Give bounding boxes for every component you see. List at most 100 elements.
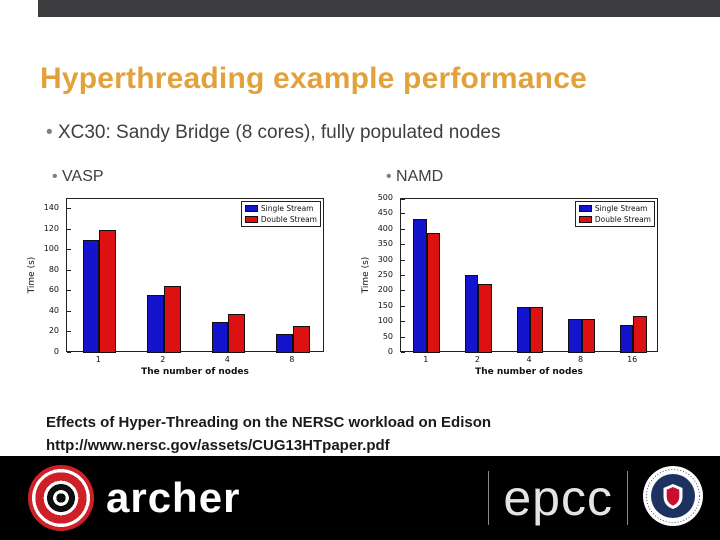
y-tick-mark bbox=[401, 290, 405, 292]
vasp-chart: Single Stream Double Stream 0 20 40 60 80 100 12… bbox=[26, 190, 332, 386]
y-tick-label: 120 bbox=[43, 223, 59, 233]
single-stream-bar bbox=[413, 219, 427, 353]
legend-swatch bbox=[244, 205, 258, 212]
legend-swatch bbox=[578, 205, 592, 212]
footer-bar: archer epcc bbox=[0, 456, 720, 540]
double-stream-bar bbox=[633, 316, 647, 353]
bullet-marker bbox=[386, 168, 396, 185]
y-tick-mark bbox=[401, 321, 405, 323]
y-tick-mark bbox=[67, 228, 71, 230]
x-tick-label: 1 bbox=[95, 355, 101, 364]
y-tick-mark bbox=[67, 269, 71, 271]
y-tick-mark bbox=[67, 290, 71, 292]
legend-label: Double Stream bbox=[594, 215, 651, 224]
single-stream-bar bbox=[465, 274, 479, 353]
double-stream-bar bbox=[478, 283, 492, 353]
y-tick-label: 250 bbox=[377, 270, 393, 279]
divider-line bbox=[488, 471, 490, 525]
single-stream-bar bbox=[276, 333, 293, 353]
x-axis-label: The number of nodes bbox=[141, 367, 249, 377]
y-tick-mark bbox=[67, 208, 71, 210]
legend-swatch bbox=[244, 216, 258, 223]
double-stream-bar bbox=[426, 232, 441, 353]
x-tick-label: 4 bbox=[526, 355, 532, 364]
double-stream-bar bbox=[581, 318, 595, 353]
double-stream-bar bbox=[163, 286, 181, 353]
bullet-namd: NAMD bbox=[386, 168, 443, 186]
legend-swatch bbox=[578, 216, 592, 223]
bullet-marker bbox=[46, 122, 58, 143]
archer-target-icon bbox=[28, 465, 94, 531]
caption-line-2: http://www.nersc.gov/assets/CUG13HTpaper… bbox=[46, 437, 390, 454]
y-tick-label: 0 bbox=[53, 347, 59, 356]
legend-row: Double Stream bbox=[578, 215, 651, 224]
single-stream-bar bbox=[619, 325, 634, 353]
y-tick-label: 80 bbox=[48, 264, 59, 274]
y-tick-mark bbox=[401, 336, 405, 338]
y-tick-label: 20 bbox=[48, 326, 59, 336]
single-stream-bar bbox=[211, 322, 229, 353]
double-stream-bar bbox=[292, 326, 310, 353]
bullet-vasp: VASP bbox=[52, 168, 104, 186]
single-stream-bar bbox=[147, 294, 164, 353]
legend-label: Single Stream bbox=[260, 204, 314, 213]
divider-line bbox=[627, 471, 628, 525]
slide-header-bar bbox=[38, 0, 720, 17]
caption-line-1: Effects of Hyper-Threading on the NERSC … bbox=[46, 414, 492, 431]
y-tick-label: 40 bbox=[48, 305, 59, 315]
epcc-logo: epcc bbox=[488, 465, 704, 532]
chart-legend: Single Stream Double Stream bbox=[574, 201, 655, 227]
plot-area: Single Stream Double Stream bbox=[66, 198, 324, 353]
chart-legend: Single Stream Double Stream bbox=[240, 201, 321, 227]
y-tick-label: 200 bbox=[377, 285, 393, 295]
y-tick-label: 140 bbox=[43, 203, 59, 213]
y-tick-mark bbox=[67, 249, 71, 251]
y-axis-label: Time (s) bbox=[361, 256, 371, 294]
y-tick-label: 0 bbox=[387, 347, 393, 356]
legend-row: Double Stream bbox=[244, 215, 317, 224]
legend-row: Single Stream bbox=[578, 204, 651, 213]
y-tick-label: 350 bbox=[377, 239, 393, 249]
y-tick-mark bbox=[67, 331, 71, 333]
legend-row: Single Stream bbox=[244, 204, 317, 213]
y-tick-mark bbox=[401, 275, 405, 276]
y-tick-mark bbox=[401, 352, 405, 353]
legend-label: Single Stream bbox=[594, 204, 648, 213]
y-tick-mark bbox=[401, 305, 405, 307]
y-tick-label: 60 bbox=[48, 285, 59, 295]
x-tick-label: 8 bbox=[578, 355, 584, 364]
single-stream-bar bbox=[568, 319, 582, 353]
y-axis-label: Time (s) bbox=[27, 256, 37, 294]
y-tick-mark bbox=[67, 352, 71, 353]
archer-logo: archer bbox=[28, 465, 240, 531]
y-tick-label: 450 bbox=[377, 208, 393, 218]
epcc-wordmark: epcc bbox=[503, 470, 613, 526]
university-crest-icon bbox=[642, 465, 704, 532]
bullet-vasp-text: VASP bbox=[62, 168, 104, 185]
y-tick-mark bbox=[401, 199, 405, 200]
double-stream-bar bbox=[99, 229, 117, 353]
x-tick-label: 16 bbox=[627, 355, 638, 364]
bullet-xc30: XC30: Sandy Bridge (8 cores), fully popu… bbox=[46, 122, 500, 144]
single-stream-bar bbox=[516, 306, 530, 353]
y-tick-label: 100 bbox=[377, 316, 393, 326]
x-tick-label: 1 bbox=[423, 355, 429, 364]
x-tick-label: 2 bbox=[160, 355, 166, 364]
y-tick-mark bbox=[401, 244, 405, 246]
legend-label: Double Stream bbox=[260, 215, 317, 224]
plot-area: Single Stream Double Stream bbox=[400, 198, 658, 353]
double-stream-bar bbox=[530, 307, 544, 353]
x-tick-label: 8 bbox=[289, 355, 295, 364]
caption: Effects of Hyper-Threading on the NERSC … bbox=[46, 411, 491, 457]
y-tick-label: 100 bbox=[43, 244, 59, 254]
namd-chart: Single Stream Double Stream 0 50 100 150 200 25… bbox=[360, 190, 666, 386]
x-axis-label: The number of nodes bbox=[475, 367, 583, 377]
x-tick-label: 2 bbox=[474, 355, 480, 364]
y-tick-mark bbox=[401, 228, 405, 230]
y-tick-label: 300 bbox=[377, 254, 393, 264]
y-tick-label: 150 bbox=[377, 300, 393, 310]
single-stream-bar bbox=[82, 240, 100, 353]
y-tick-mark bbox=[401, 213, 405, 215]
y-tick-mark bbox=[401, 259, 405, 261]
page-title: Hyperthreading example performance bbox=[40, 62, 587, 95]
